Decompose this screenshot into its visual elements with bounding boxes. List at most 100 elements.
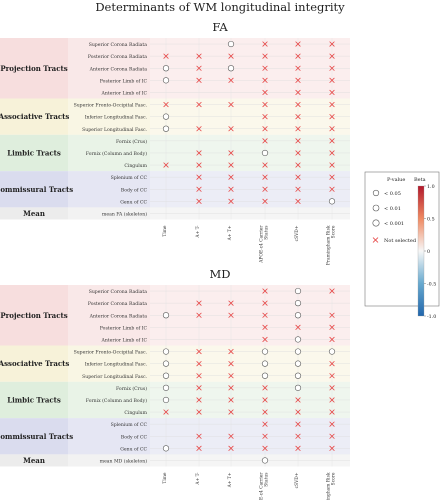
cross-stroke (295, 162, 301, 168)
cell-not-selected (228, 150, 234, 156)
row-label: Superior Corona Radiata (89, 289, 148, 295)
cell-not-selected (329, 77, 335, 84)
cell-circle (294, 360, 302, 367)
cross-stroke (262, 138, 268, 144)
cell-circle (261, 348, 269, 355)
cell-not-selected (329, 53, 335, 59)
cell-not-selected (295, 162, 301, 168)
cell-not-selected (262, 336, 268, 343)
cell-not-selected (262, 41, 268, 47)
cross-stroke (196, 150, 202, 156)
cell-not-selected (196, 409, 202, 415)
cell-circle (227, 40, 235, 48)
panel-title: FA (212, 20, 228, 34)
cell-not-selected (228, 126, 234, 132)
group-band (0, 454, 68, 467)
cell-not-selected (196, 373, 202, 379)
cell-not-selected (228, 300, 234, 306)
cross-stroke (262, 101, 268, 108)
legend-size-circle (372, 219, 380, 227)
cross-stroke (329, 421, 335, 427)
cell-not-selected (329, 373, 335, 379)
cell-circle (162, 312, 170, 319)
cross-stroke (196, 53, 202, 59)
row-label: Inferior Longitudinal Fasc. (85, 362, 148, 368)
cell-not-selected (295, 324, 301, 331)
group-band (0, 98, 68, 135)
cell-not-selected (262, 89, 268, 96)
cross-stroke (163, 409, 169, 415)
cell-not-selected (329, 174, 335, 180)
cell-not-selected (228, 312, 234, 318)
colorbar-tick-label: 1.0 (427, 184, 435, 190)
cross-stroke (262, 445, 268, 452)
cross-stroke (329, 138, 335, 144)
cross-stroke (228, 53, 234, 59)
group-label: Limbic Tracts (7, 395, 61, 404)
cross-stroke (262, 113, 268, 120)
legend-size-circle (372, 189, 380, 197)
row-label: Inferior Longitudinal Fasc. (85, 115, 148, 121)
row-label: Anterior Corona Radiata (89, 66, 148, 72)
row-label: Anterior Limb of IC (101, 90, 148, 96)
legend-cross-icon (372, 237, 379, 243)
cell-circle (162, 77, 170, 84)
cross-stroke (262, 397, 268, 403)
cross-stroke (228, 360, 234, 367)
column-label-line: APOE-ε4 Carrier (260, 225, 265, 264)
legend: P-value Beta < 0.05 < 0.01 < 0.001 Not select… (364, 171, 440, 320)
cross-stroke (329, 360, 335, 367)
cross-stroke (295, 101, 301, 108)
cell-not-selected (228, 385, 234, 391)
group-row-band (68, 171, 150, 208)
cross-stroke (262, 409, 268, 415)
panel-title: MD (210, 267, 231, 281)
cross-stroke (228, 373, 234, 379)
cross-stroke (262, 385, 268, 391)
cell-not-selected (329, 288, 335, 294)
cell-circle (162, 65, 170, 72)
cross-stroke (329, 53, 335, 59)
colorbar-tick-label: 0.5 (427, 216, 435, 222)
cross-stroke (262, 162, 268, 168)
cell-not-selected (329, 433, 335, 439)
cross-stroke (196, 126, 202, 132)
cell-not-selected (196, 174, 202, 180)
column-label-line: Framingham Risk (327, 225, 332, 265)
cross-stroke (295, 150, 301, 156)
cross-stroke (295, 433, 301, 439)
panels-layer: FA Projection Tracts Superior Corona Radia… (0, 20, 350, 504)
cell-not-selected (295, 433, 301, 439)
cell-not-selected (329, 397, 335, 403)
cross-stroke (329, 409, 335, 415)
group-row-band (68, 285, 150, 346)
cross-stroke (295, 41, 301, 47)
cell-circle (162, 396, 170, 404)
cross-stroke (228, 162, 234, 168)
cross-stroke (329, 41, 335, 47)
group-label: Commissural Tracts (0, 432, 73, 441)
cell-not-selected (262, 288, 268, 294)
cell-not-selected (329, 360, 335, 367)
group-row-band (68, 207, 150, 220)
cell-not-selected (262, 385, 268, 391)
row-label: Superior Corona Radiata (89, 42, 148, 48)
group-band (0, 38, 68, 99)
cell-not-selected (228, 445, 234, 452)
group-label: Commissural Tracts (0, 185, 73, 194)
cell-not-selected (329, 312, 335, 318)
cross-stroke (228, 409, 234, 415)
cross-stroke (196, 409, 202, 415)
cell-not-selected (329, 186, 335, 192)
row-label: Genu of CC (120, 446, 147, 452)
cross-stroke (295, 445, 301, 452)
cell-circle (162, 372, 170, 379)
cross-stroke (262, 65, 268, 71)
cell-circle (261, 149, 269, 157)
cell-not-selected (329, 385, 335, 391)
cell-circle (294, 287, 302, 295)
column-label: cSVD+ (295, 472, 300, 488)
cross-stroke (196, 162, 202, 168)
cell-circle (162, 445, 170, 452)
group-band (0, 285, 68, 346)
